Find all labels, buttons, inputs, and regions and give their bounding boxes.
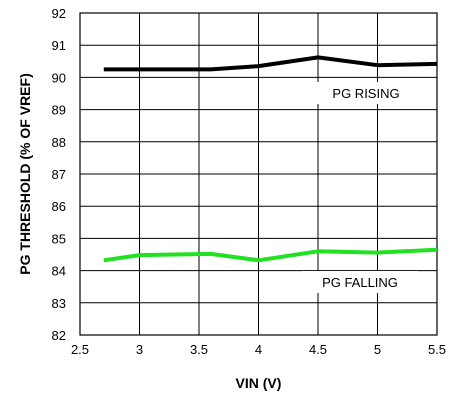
y-tick-label: 91 xyxy=(52,38,66,53)
series-label-background xyxy=(314,82,418,104)
y-tick-label: 83 xyxy=(52,296,66,311)
x-axis-title: VIN (V) xyxy=(236,375,282,391)
x-tick-label: 5.5 xyxy=(428,342,446,357)
x-tick-label: 5 xyxy=(374,342,381,357)
y-tick-label: 92 xyxy=(52,6,66,21)
y-tick-label: 89 xyxy=(52,103,66,118)
series-labels: PG RISING PG FALLING xyxy=(302,82,418,293)
x-tick-label: 3.5 xyxy=(190,342,208,357)
y-tick-label: 90 xyxy=(52,70,66,85)
tick-labels: 2.5 3 3.5 4 4.5 5 5.5 82 83 84 85 86 87 88 89 90 91 92 xyxy=(52,6,447,357)
x-tick-label: 2.5 xyxy=(71,342,89,357)
y-tick-label: 84 xyxy=(52,264,66,279)
series-label-background xyxy=(302,271,418,293)
y-tick-label: 86 xyxy=(52,199,66,214)
series-line-pg-falling xyxy=(103,247,438,263)
y-tick-label: 85 xyxy=(52,231,66,246)
y-tick-label: 87 xyxy=(52,167,66,182)
y-tick-label: 82 xyxy=(52,328,66,343)
x-tick-label: 3 xyxy=(136,342,143,357)
y-tick-label: 88 xyxy=(52,135,66,150)
series-label-pg-falling: PG FALLING xyxy=(322,275,398,290)
y-axis-title: PG THRESHOLD (% OF VREF) xyxy=(17,73,33,274)
series-line-pg-rising xyxy=(103,55,438,72)
series-label-pg-rising: PG RISING xyxy=(332,86,399,101)
series-layer xyxy=(103,55,438,263)
x-tick-label: 4 xyxy=(255,342,262,357)
x-tick-label: 4.5 xyxy=(309,342,327,357)
plot-frame xyxy=(79,12,438,336)
